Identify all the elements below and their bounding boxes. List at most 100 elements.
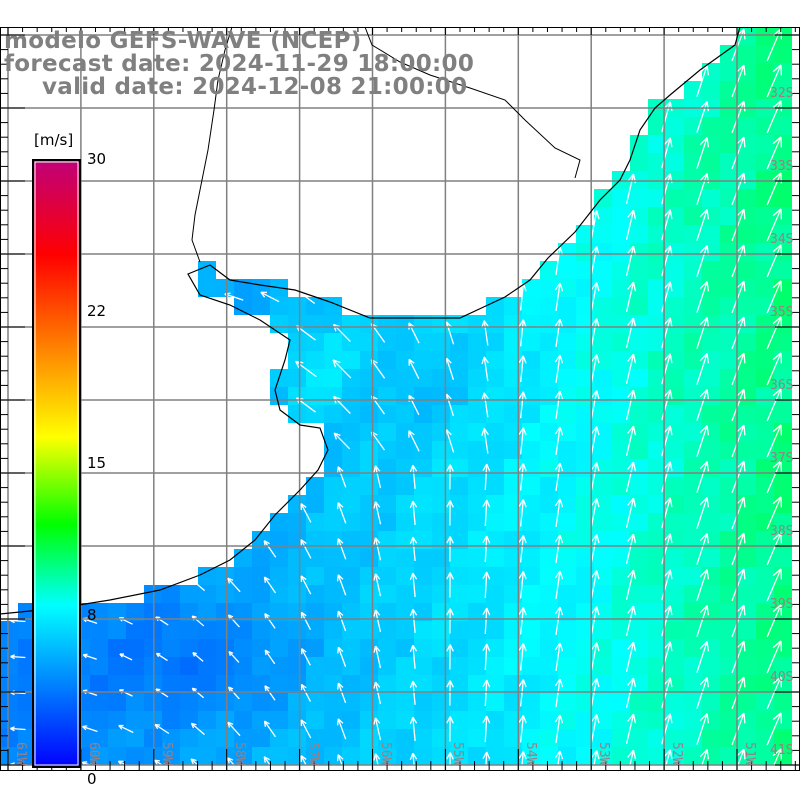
wind-speed-cell [486,297,504,315]
wind-arrow [696,460,710,493]
wind-arrow [190,578,206,592]
wind-speed-cell [360,747,378,765]
wind-speed-cell [18,657,36,675]
wind-arrow [300,719,312,739]
wind-arrow [409,572,418,597]
wind-speed-cell [594,711,612,729]
wind-speed-cell [450,423,468,441]
wind-arrow [518,499,527,527]
wind-speed-cell [648,387,666,405]
wind-speed-cell [738,171,756,189]
wind-speed-cell [504,423,522,441]
wind-speed-cell [720,171,738,189]
wind-speed-cell [756,603,774,621]
wind-speed-cell [324,441,342,459]
wind-arrow [696,208,710,241]
wind-speed-cell [324,477,342,495]
wind-speed-cell [558,315,576,333]
wind-speed-cell [612,585,630,603]
wind-speed-cell [378,333,396,351]
wind-speed-cell [180,729,198,747]
wind-speed-cell [558,603,576,621]
wind-speed-cell [594,369,612,387]
wind-speed-cell [540,477,558,495]
wind-speed-cell [432,675,450,693]
wind-speed-cell [720,459,738,477]
wind-speed-cell [90,693,108,711]
wind-speed-cell [234,297,252,315]
wind-speed-cell [450,567,468,585]
wind-speed-cell [756,369,774,387]
wind-speed-cell [360,639,378,657]
wind-speed-cell [234,567,252,585]
wind-arrow [482,643,491,671]
wind-speed-cell [576,369,594,387]
wind-speed-cell [630,135,648,153]
wind-speed-cell [522,333,540,351]
wind-speed-cell [720,567,738,585]
wind-speed-cell [414,657,432,675]
wind-speed-cell [18,693,36,711]
wind-speed-cell [576,693,594,711]
wind-speed-cell [576,297,594,315]
wind-speed-cell [720,315,738,333]
wind-speed-cell [396,549,414,567]
wind-speed-cell [144,639,162,657]
wind-speed-cell [648,603,666,621]
wind-speed-cell [738,639,756,657]
wind-speed-cell [450,621,468,639]
wind-speed-cell [702,621,720,639]
wind-arrow [696,676,710,709]
wind-speed-cell [90,657,108,675]
wind-speed-cell [630,171,648,189]
wind-arrow [118,724,134,734]
wind-speed-cell [648,423,666,441]
longitude-label: 53W [596,742,612,766]
wind-speed-cell [576,279,594,297]
wind-speed-cell [180,693,198,711]
wind-arrow [482,463,491,490]
wind-speed-cell [504,333,522,351]
wind-speed-cell [738,549,756,567]
wind-arrow [731,604,746,638]
wind-speed-cell [774,225,792,243]
wind-arrow [518,715,527,743]
wind-speed-cell [396,441,414,459]
wind-speed-cell [594,261,612,279]
wind-speed-cell [630,315,648,333]
wind-speed-cell [756,585,774,603]
wind-arrow [696,352,710,385]
wind-speed-cell [774,657,792,675]
wind-speed-cell [450,549,468,567]
wind-speed-cell [414,621,432,639]
wind-speed-cell [630,351,648,369]
wind-speed-cell [774,549,792,567]
wind-speed-cell [108,747,126,765]
wind-speed-cell [342,459,360,477]
wind-arrow [661,605,673,637]
wind-speed-cell [252,693,270,711]
wind-speed-cell [324,621,342,639]
wind-speed-cell [414,531,432,549]
wind-speed-cell [306,387,324,405]
longitude-label: 54W [523,742,539,766]
wind-arrow [119,653,133,661]
wind-speed-cell [738,117,756,135]
wind-speed-cell [504,729,522,747]
wind-arrow [661,209,673,241]
wind-speed-cell [576,441,594,459]
wind-arrow [625,389,637,420]
wind-speed-cell [648,459,666,477]
wind-speed-cell [450,729,468,747]
wind-speed-cell [612,711,630,729]
wind-speed-cell [378,657,396,675]
wind-speed-cell [306,369,324,387]
wind-speed-cell [414,369,432,387]
wind-speed-cell [666,441,684,459]
wind-speed-cell [774,117,792,135]
wind-arrow [661,281,673,313]
wind-arrow [192,651,204,662]
wind-speed-cell [702,693,720,711]
wind-speed-cell [342,747,360,765]
wind-arrow [373,717,382,741]
